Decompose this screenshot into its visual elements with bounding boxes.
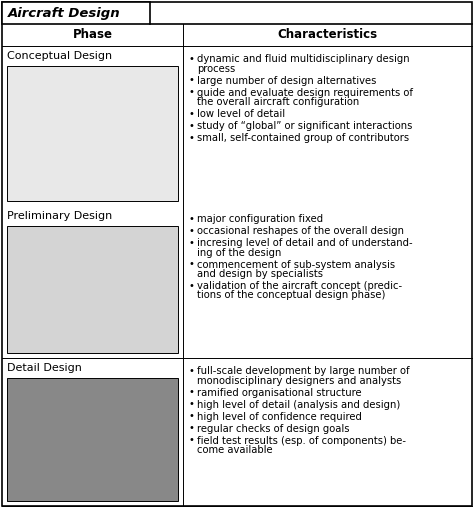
Text: monodisciplinary designers and analysts: monodisciplinary designers and analysts [197,375,401,386]
Text: occasional reshapes of the overall design: occasional reshapes of the overall desig… [197,226,404,236]
Text: incresing level of detail and of understand-: incresing level of detail and of underst… [197,238,413,248]
Text: •: • [189,238,195,248]
Text: Phase: Phase [73,28,112,42]
Text: low level of detail: low level of detail [197,109,285,119]
Text: •: • [189,54,195,64]
Text: Characteristics: Characteristics [277,28,378,42]
Text: small, self-contained group of contributors: small, self-contained group of contribut… [197,133,409,143]
Text: •: • [189,366,195,376]
Text: regular checks of design goals: regular checks of design goals [197,424,349,433]
Text: full-scale development by large number of: full-scale development by large number o… [197,366,410,376]
Text: tions of the conceptual design phase): tions of the conceptual design phase) [197,291,385,301]
Text: process: process [197,64,235,74]
Bar [2,2,150,24]
Text: •: • [189,87,195,97]
Text: Conceptual Design: Conceptual Design [7,51,112,61]
Text: large number of design alternatives: large number of design alternatives [197,76,376,85]
Bar [7,378,178,501]
Text: •: • [189,435,195,445]
Text: •: • [189,259,195,269]
Text: •: • [189,281,195,291]
Text: •: • [189,75,195,85]
Text: •: • [189,399,195,409]
Text: validation of the aircraft concept (predic-: validation of the aircraft concept (pred… [197,281,402,291]
Text: high level of detail (analysis and design): high level of detail (analysis and desig… [197,399,400,409]
Text: •: • [189,133,195,143]
Text: Preliminary Design: Preliminary Design [7,211,112,221]
Text: study of “global” or significant interactions: study of “global” or significant interac… [197,121,412,131]
Bar [7,226,178,353]
Text: high level of confidence required: high level of confidence required [197,411,362,422]
Text: •: • [189,226,195,236]
Text: field test results (esp. of components) be-: field test results (esp. of components) … [197,435,406,446]
Text: the overall aircraft configuration: the overall aircraft configuration [197,97,359,107]
Text: •: • [189,214,195,224]
Text: major configuration fixed: major configuration fixed [197,214,323,224]
Bar [7,66,178,201]
Text: •: • [189,121,195,131]
Text: Detail Design: Detail Design [7,363,82,373]
Text: ramified organisational structure: ramified organisational structure [197,388,362,397]
Text: •: • [189,387,195,397]
Text: •: • [189,423,195,433]
Text: commencement of sub-system analysis: commencement of sub-system analysis [197,260,395,270]
Text: guide and evaluate design requirements of: guide and evaluate design requirements o… [197,87,413,98]
Text: •: • [189,109,195,119]
Text: •: • [189,411,195,421]
Text: ing of the design: ing of the design [197,247,282,258]
Text: dynamic and fluid multidisciplinary design: dynamic and fluid multidisciplinary desi… [197,54,410,64]
Text: Aircraft Design: Aircraft Design [8,7,120,19]
Text: come available: come available [197,445,273,455]
Text: and design by specialists: and design by specialists [197,269,323,279]
